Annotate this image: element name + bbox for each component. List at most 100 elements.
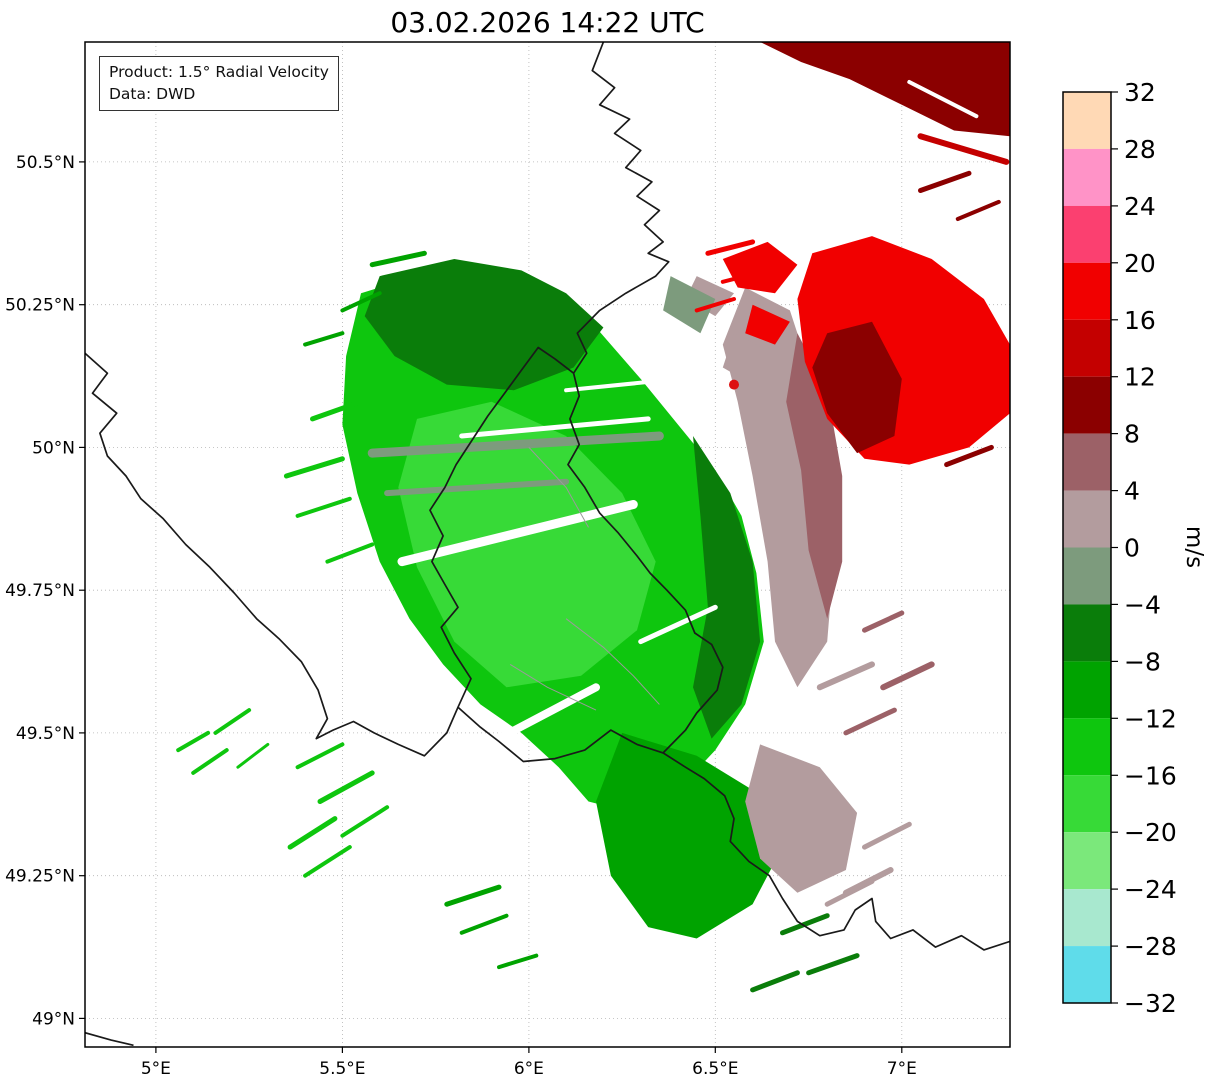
- river-line: [509, 663, 597, 711]
- echo-streak: [317, 770, 375, 804]
- border-luxembourg: [429, 346, 724, 763]
- colorbar-tick-label: −28: [1124, 932, 1177, 961]
- legend-data-line: Data: DWD: [109, 85, 196, 104]
- y-tick-label: 49.25°N: [5, 867, 75, 887]
- echo-streak: [705, 239, 756, 256]
- colorbar-tick-label: −32: [1124, 989, 1177, 1018]
- echo-streak: [367, 431, 664, 458]
- echo-streak: [780, 913, 830, 936]
- echo-streak: [397, 500, 638, 567]
- echo-streak: [295, 496, 352, 518]
- echo-region-mauve-northwest-of-radar: [685, 276, 734, 317]
- colorbar-tick-label: 12: [1124, 363, 1156, 392]
- echo-streak: [459, 913, 509, 935]
- colorbar-tick-label: 8: [1124, 420, 1140, 449]
- echo-streak: [213, 708, 252, 735]
- colorbar-tick-label: −20: [1124, 818, 1177, 847]
- country-borders: [85, 42, 1010, 1047]
- echo-streak: [720, 268, 770, 284]
- colorbar-tick-label: −24: [1124, 875, 1177, 904]
- colorbar-band: [1063, 775, 1111, 833]
- echo-streak: [880, 661, 935, 691]
- echo-streak: [369, 250, 427, 268]
- colorbar-tick-label: 24: [1124, 192, 1156, 221]
- echo-region-green-bright-center: [398, 401, 656, 688]
- echo-streak: [944, 444, 994, 468]
- colorbar-band: [1063, 433, 1111, 491]
- river-line: [528, 447, 589, 528]
- echo-region-graygreen-north-of-radar: [663, 276, 716, 334]
- plot-frame: [84, 41, 1011, 1048]
- echo-streak: [497, 953, 539, 970]
- echo-streak: [955, 199, 1001, 221]
- y-tick-label: 50°N: [32, 438, 75, 458]
- colorbar-band: [1063, 889, 1111, 947]
- x-axis: 5°E 5.5°E 6°E 6.5°E 7°E: [141, 1047, 917, 1079]
- echo-streak: [806, 953, 860, 976]
- x-tick-label: 5°E: [141, 1059, 171, 1079]
- colorbar-band: [1063, 718, 1111, 776]
- y-axis: 49°N 49.25°N 49.5°N 49.75°N 50°N 50.25°N 50.5°…: [5, 153, 85, 1029]
- colorbar-tick-label: 0: [1124, 534, 1140, 563]
- y-tick-label: 49°N: [32, 1009, 75, 1029]
- echo-streak: [303, 331, 345, 347]
- echo-streak: [384, 478, 570, 497]
- border-southwest-corner: [85, 1031, 134, 1047]
- echo-streak: [295, 742, 345, 770]
- colorbar-band: [1063, 832, 1111, 890]
- colorbar-band: [1063, 319, 1111, 377]
- colorbar-tick-label: −16: [1124, 761, 1177, 790]
- echo-region-red-north-patch: [722, 241, 798, 294]
- colorbar-band: [1063, 490, 1111, 548]
- echo-region-red-north-patch2: [745, 304, 790, 345]
- echo-streak: [236, 742, 270, 769]
- echo-streak: [459, 416, 651, 439]
- colorbar-band: [1063, 205, 1111, 263]
- x-tick-label: 7°E: [887, 1059, 917, 1079]
- echo-streak: [750, 970, 800, 993]
- colorbar-tick-label: 16: [1124, 306, 1156, 335]
- colorbar: 32 28 24 20 16 12 8 4 0 −4 −8 −12 −16 −20 −24 −28 −32: [1062, 78, 1177, 1018]
- colorbar-band: [1063, 148, 1111, 206]
- echo-streak: [694, 297, 736, 313]
- colorbar-tick-label: 32: [1124, 78, 1156, 107]
- colorbar-band: [1063, 604, 1111, 662]
- colorbar-band: [1063, 946, 1111, 1003]
- river-line: [565, 618, 660, 705]
- colorbar-band: [1063, 92, 1111, 149]
- echo-streak: [191, 748, 229, 775]
- echo-region-gray-south-east: [745, 744, 858, 893]
- echo-region-gray-near-radar: [722, 333, 768, 385]
- radar-site-dot: [729, 379, 739, 390]
- echo-streak: [638, 604, 718, 645]
- echo-streak: [862, 821, 912, 850]
- echo-streak: [287, 816, 338, 850]
- echo-streak: [816, 661, 875, 691]
- legend-product-line: Product: 1.5° Radial Velocity: [109, 63, 329, 81]
- figure-title: 03.02.2026 14:22 UTC: [390, 6, 705, 39]
- echo-region-green-dark-east-edge: [693, 436, 761, 739]
- echo-region-darkred-corner: [760, 42, 1010, 137]
- echo-streak: [842, 867, 894, 896]
- colorbar-tick-label: −12: [1124, 704, 1177, 733]
- x-tick-label: 5.5°E: [319, 1059, 365, 1079]
- river-lines: [509, 447, 660, 711]
- colorbar-band: [1063, 262, 1111, 320]
- product-legend-box: Product: 1.5° Radial Velocity Data: DWD: [99, 56, 339, 111]
- echo-streak: [907, 80, 979, 119]
- colorbar-band: [1063, 547, 1111, 605]
- colorbar-band: [1063, 661, 1111, 719]
- y-tick-label: 50.5°N: [16, 153, 75, 173]
- echo-streak: [325, 542, 375, 564]
- x-tick-label: 6°E: [514, 1059, 544, 1079]
- echo-streak: [444, 884, 502, 907]
- echo-streak: [564, 376, 680, 393]
- echo-streak: [843, 707, 897, 736]
- echo-region-green-dark-north: [364, 259, 604, 391]
- echo-streak: [303, 845, 352, 878]
- x-tick-label: 6.5°E: [692, 1059, 738, 1079]
- colorbar-tick-label: −8: [1124, 647, 1161, 676]
- colorbar-tick-label: 28: [1124, 135, 1156, 164]
- border-france-germany: [662, 752, 1010, 951]
